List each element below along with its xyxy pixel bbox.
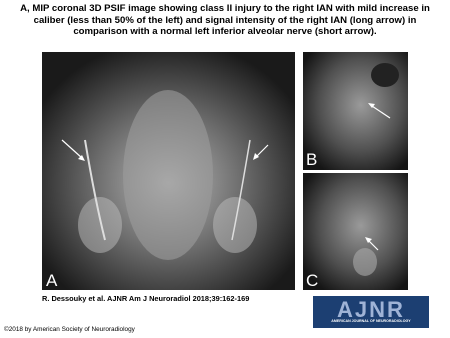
panel-b: B <box>303 52 408 170</box>
figure-title: A, MIP coronal 3D PSIF image showing cla… <box>20 3 430 37</box>
panel-c: C <box>303 173 408 290</box>
panel-label: C <box>306 271 318 290</box>
copyright: ©2018 by American Society of Neuroradiol… <box>4 326 135 333</box>
logo-main: AJNR <box>337 297 405 322</box>
panel-a: A <box>42 52 295 290</box>
panel-label: B <box>306 150 317 169</box>
logo-sub: AMERICAN JOURNAL OF NEURORADIOLOGY <box>331 319 411 323</box>
journal-logo: AJNR AMERICAN JOURNAL OF NEURORADIOLOGY <box>313 296 429 328</box>
panel-label: A <box>46 271 58 290</box>
citation: R. Dessouky et al. AJNR Am J Neuroradiol… <box>42 294 250 303</box>
